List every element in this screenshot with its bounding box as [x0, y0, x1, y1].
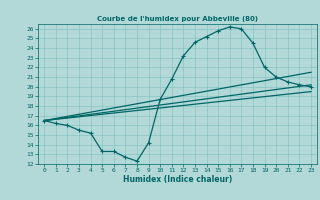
Title: Courbe de l'humidex pour Abbeville (80): Courbe de l'humidex pour Abbeville (80): [97, 16, 258, 22]
X-axis label: Humidex (Indice chaleur): Humidex (Indice chaleur): [123, 175, 232, 184]
